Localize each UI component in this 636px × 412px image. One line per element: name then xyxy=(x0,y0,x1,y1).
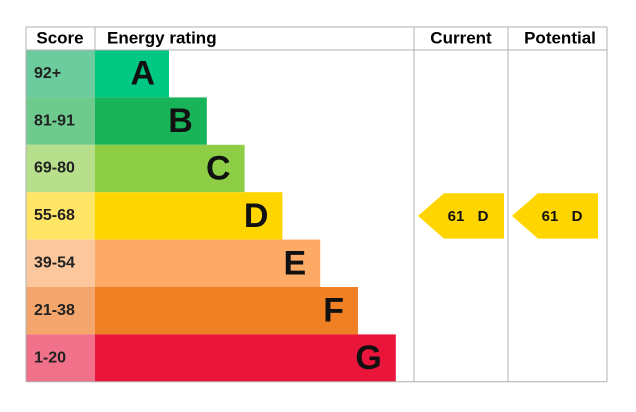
score-label: 55-68 xyxy=(34,207,75,224)
rating-arrow xyxy=(512,193,598,239)
score-cell xyxy=(26,50,95,98)
band-letter: F xyxy=(323,292,344,330)
rating-bar xyxy=(95,239,321,287)
score-label: 39-54 xyxy=(34,255,75,272)
band-letter: C xyxy=(206,149,231,187)
score-cell xyxy=(26,287,95,335)
rating-bar xyxy=(95,287,358,335)
header-score: Score xyxy=(36,28,83,47)
score-cell xyxy=(26,239,95,287)
band-letter: A xyxy=(130,55,155,93)
header-current: Current xyxy=(430,28,492,47)
header-rating: Energy rating xyxy=(107,28,217,47)
score-label: 69-80 xyxy=(34,160,75,177)
score-label: 81-91 xyxy=(34,112,75,129)
score-label: 21-38 xyxy=(34,302,75,319)
arrow-letter: D xyxy=(572,208,583,225)
score-cell xyxy=(26,144,95,193)
arrow-letter: D xyxy=(478,208,489,225)
arrow-score: 61 xyxy=(542,208,559,225)
rating-bar xyxy=(95,192,283,240)
header-potential: Potential xyxy=(524,28,596,47)
rating-bar xyxy=(95,144,245,193)
score-cell xyxy=(26,334,95,382)
rating-bar xyxy=(95,97,207,145)
band-letter: E xyxy=(284,244,307,282)
band-letter: B xyxy=(168,102,193,140)
score-label: 1-20 xyxy=(34,349,66,366)
rating-arrow xyxy=(418,193,504,239)
band-letter: D xyxy=(244,197,269,235)
score-cell xyxy=(26,192,95,240)
rating-bar xyxy=(95,50,169,98)
band-letter: G xyxy=(355,339,381,377)
arrow-score: 61 xyxy=(448,208,465,225)
rating-bar xyxy=(95,334,396,382)
score-cell xyxy=(26,97,95,145)
score-label: 92+ xyxy=(34,65,61,82)
